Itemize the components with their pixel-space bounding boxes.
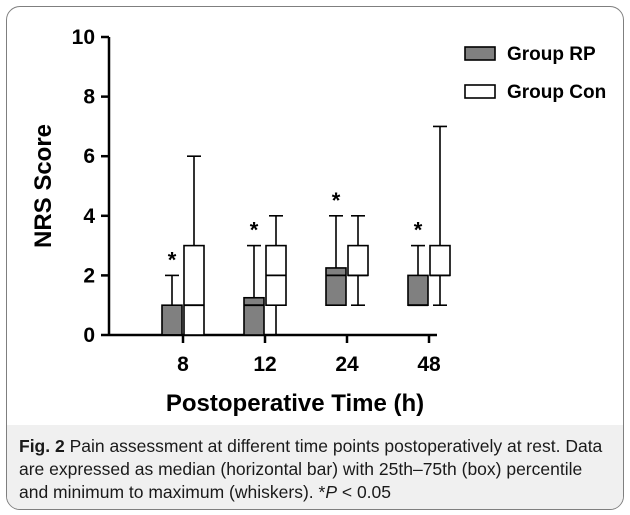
box-con-12 [266,216,286,335]
legend-swatch-1 [465,85,495,98]
box-con-48 [430,126,450,305]
figure-panel: 0 2 4 6 8 10 8 12 24 48 * * * * Group RP Group Con Po… [6,6,624,510]
x-axis-title: Postoperative Time (h) [166,390,424,417]
significance-marker: * [250,218,259,243]
significance-marker: * [332,188,341,213]
x-tick-label-48: 48 [417,353,441,376]
box-rp-8: * [162,247,182,335]
box-iqr [162,305,182,335]
box-rp-12: * [244,218,264,335]
box-rp-48: * [408,218,428,306]
caption-text: Pain assessment at different time points… [19,436,602,502]
significance-marker: * [414,218,423,243]
y-tick-label-0: 0 [83,324,95,347]
y-tick-label-10: 10 [72,26,95,49]
caption-p-symbol: P [325,482,337,502]
legend-label-1: Group Con [507,82,606,103]
box-con-24 [348,216,368,305]
legend-label-0: Group RP [507,44,596,65]
figure-caption: Fig. 2 Pain assessment at different time… [7,425,623,509]
box-rp-24: * [326,188,346,305]
y-tick-label-8: 8 [83,86,95,109]
x-tick-label-12: 12 [253,353,276,376]
y-tick-label-2: 2 [83,264,95,287]
box-con-8 [184,156,204,335]
caption-p-value: < 0.05 [337,482,391,502]
legend: Group RP Group Con [465,44,606,103]
legend-swatch-0 [465,47,495,60]
y-axis-title: NRS Score [30,124,57,248]
x-tick-label-24: 24 [335,353,359,376]
box-iqr [184,246,204,335]
x-tick-label-8: 8 [177,353,189,376]
box-iqr [244,298,264,335]
box-iqr [408,275,428,305]
y-tick-label-4: 4 [83,205,95,228]
box-iqr [326,268,346,305]
significance-marker: * [168,247,177,272]
caption-label: Fig. 2 [19,436,65,456]
y-tick-label-6: 6 [83,145,95,168]
box-iqr [430,246,450,276]
box-iqr [348,246,368,276]
box-series: * * * * [162,126,450,335]
